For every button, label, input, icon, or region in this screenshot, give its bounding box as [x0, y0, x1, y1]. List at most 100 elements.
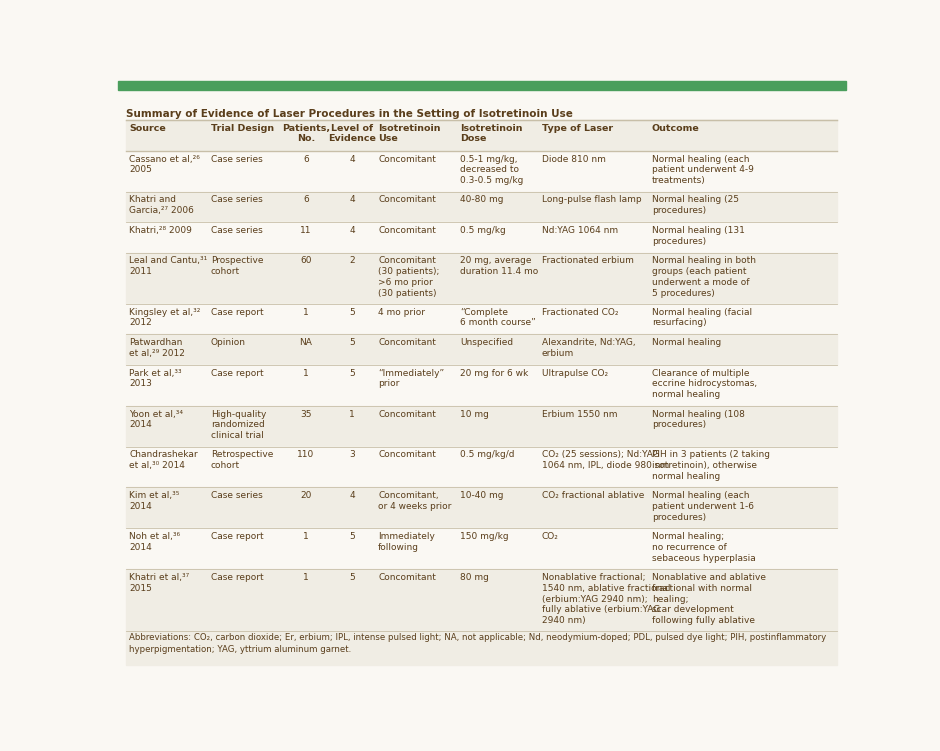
Text: Summary of Evidence of Laser Procedures in the Setting of Isotretinoin Use: Summary of Evidence of Laser Procedures … [126, 109, 573, 119]
Text: Normal healing in both
groups (each patient
underwent a mode of
5 procedures): Normal healing in both groups (each pati… [651, 256, 756, 297]
Text: Diode 810 nm: Diode 810 nm [541, 155, 605, 164]
Text: 1: 1 [303, 532, 308, 541]
Text: 5: 5 [349, 532, 355, 541]
Text: Nonablative and ablative
fractional with normal
healing;
scar development
follow: Nonablative and ablative fractional with… [651, 573, 766, 625]
Text: 40-80 mg: 40-80 mg [460, 195, 503, 204]
Text: Concomitant: Concomitant [378, 155, 436, 164]
Text: Concomitant: Concomitant [378, 195, 436, 204]
Text: Patwardhan
et al,²⁹ 2012: Patwardhan et al,²⁹ 2012 [129, 338, 185, 358]
Text: 20 mg, average
duration 11.4 mo: 20 mg, average duration 11.4 mo [460, 256, 538, 276]
Bar [126, 529, 838, 569]
Text: 80 mg: 80 mg [460, 573, 489, 582]
Bar [126, 487, 838, 529]
Bar [126, 569, 838, 631]
Text: 20: 20 [300, 491, 311, 500]
Text: Case report: Case report [211, 369, 263, 378]
Text: PIH in 3 patients (2 taking
isotretinoin), otherwise
normal healing: PIH in 3 patients (2 taking isotretinoin… [651, 451, 770, 481]
Text: Prospective
cohort: Prospective cohort [211, 256, 263, 276]
Text: 1: 1 [303, 308, 308, 317]
Text: CO₂ fractional ablative: CO₂ fractional ablative [541, 491, 644, 500]
Text: Case report: Case report [211, 573, 263, 582]
Text: 6: 6 [303, 195, 308, 204]
Bar [126, 365, 838, 406]
Text: Opinion: Opinion [211, 338, 246, 347]
Text: Nonablative fractional;
1540 nm, ablative fractional
(erbium:YAG 2940 nm);
fully: Nonablative fractional; 1540 nm, ablativ… [541, 573, 670, 625]
Bar [126, 304, 838, 334]
Text: Long-pulse flash lamp: Long-pulse flash lamp [541, 195, 641, 204]
Text: 1: 1 [349, 409, 355, 418]
Bar [126, 151, 838, 192]
Text: 6: 6 [303, 155, 308, 164]
Text: Normal healing (25
procedures): Normal healing (25 procedures) [651, 195, 739, 215]
Text: Isotretinoin
Use: Isotretinoin Use [378, 124, 441, 143]
Text: 4: 4 [349, 491, 354, 500]
Text: 20 mg for 6 wk: 20 mg for 6 wk [460, 369, 528, 378]
Text: Case series: Case series [211, 195, 262, 204]
Text: Concomitant: Concomitant [378, 226, 436, 235]
Bar [126, 631, 838, 665]
Text: 5: 5 [349, 338, 355, 347]
Bar [118, 81, 846, 90]
Text: Case report: Case report [211, 308, 263, 317]
Text: 3: 3 [349, 451, 355, 460]
Text: CO₂: CO₂ [541, 532, 558, 541]
Text: 4: 4 [349, 195, 354, 204]
Bar [126, 406, 838, 447]
Text: 10-40 mg: 10-40 mg [460, 491, 503, 500]
Text: 0.5 mg/kg/d: 0.5 mg/kg/d [460, 451, 514, 460]
Text: Khatri and
Garcia,²⁷ 2006: Khatri and Garcia,²⁷ 2006 [129, 195, 194, 215]
Text: Clearance of multiple
eccrine hidrocystomas,
normal healing: Clearance of multiple eccrine hidrocysto… [651, 369, 757, 399]
Text: CO₂ (25 sessions); Nd:YAG
1064 nm, IPL, diode 980 nm: CO₂ (25 sessions); Nd:YAG 1064 nm, IPL, … [541, 451, 668, 470]
Text: High-quality
randomized
clinical trial: High-quality randomized clinical trial [211, 409, 266, 440]
Text: Chandrashekar
et al,³⁰ 2014: Chandrashekar et al,³⁰ 2014 [129, 451, 197, 470]
Text: Isotretinoin
Dose: Isotretinoin Dose [460, 124, 523, 143]
Text: Normal healing: Normal healing [651, 338, 721, 347]
Text: 5: 5 [349, 369, 355, 378]
Text: Ultrapulse CO₂: Ultrapulse CO₂ [541, 369, 607, 378]
Text: 1: 1 [303, 369, 308, 378]
Text: Concomitant: Concomitant [378, 573, 436, 582]
Text: Level of
Evidence: Level of Evidence [328, 124, 376, 143]
Text: 1: 1 [303, 573, 308, 582]
Text: 2: 2 [349, 256, 354, 265]
Text: 0.5 mg/kg: 0.5 mg/kg [460, 226, 506, 235]
Text: Retrospective
cohort: Retrospective cohort [211, 451, 274, 470]
Text: Concomitant: Concomitant [378, 409, 436, 418]
Text: Erbium 1550 nm: Erbium 1550 nm [541, 409, 617, 418]
Text: 35: 35 [300, 409, 311, 418]
Text: Concomitant: Concomitant [378, 451, 436, 460]
Text: “Complete
6 month course”: “Complete 6 month course” [460, 308, 536, 327]
Text: Case series: Case series [211, 491, 262, 500]
Text: 0.5-1 mg/kg,
decreased to
0.3-0.5 mg/kg: 0.5-1 mg/kg, decreased to 0.3-0.5 mg/kg [460, 155, 524, 185]
Text: 4 mo prior: 4 mo prior [378, 308, 425, 317]
Text: Park et al,³³
2013: Park et al,³³ 2013 [129, 369, 181, 388]
Text: Nd:YAG 1064 nm: Nd:YAG 1064 nm [541, 226, 618, 235]
Text: Normal healing (facial
resurfacing): Normal healing (facial resurfacing) [651, 308, 752, 327]
Text: Khatri,²⁸ 2009: Khatri,²⁸ 2009 [129, 226, 192, 235]
Text: Fractionated erbium: Fractionated erbium [541, 256, 634, 265]
Bar [126, 447, 838, 487]
Text: Khatri et al,³⁷
2015: Khatri et al,³⁷ 2015 [129, 573, 189, 593]
Text: 10 mg: 10 mg [460, 409, 489, 418]
Text: Yoon et al,³⁴
2014: Yoon et al,³⁴ 2014 [129, 409, 183, 430]
Text: 150 mg/kg: 150 mg/kg [460, 532, 509, 541]
Text: Trial Design: Trial Design [211, 124, 274, 133]
Text: Concomitant: Concomitant [378, 338, 436, 347]
Bar [126, 192, 838, 222]
Text: 5: 5 [349, 573, 355, 582]
Text: Concomitant,
or 4 weeks prior: Concomitant, or 4 weeks prior [378, 491, 451, 511]
Bar [126, 120, 838, 151]
Text: Normal healing (131
procedures): Normal healing (131 procedures) [651, 226, 744, 246]
Text: “Immediately”
prior: “Immediately” prior [378, 369, 444, 388]
Text: Leal and Cantu,³¹
2011: Leal and Cantu,³¹ 2011 [129, 256, 208, 276]
Text: 4: 4 [349, 155, 354, 164]
Text: Kim et al,³⁵
2014: Kim et al,³⁵ 2014 [129, 491, 180, 511]
Text: Normal healing (each
patient underwent 4-9
treatments): Normal healing (each patient underwent 4… [651, 155, 754, 185]
Text: Immediately
following: Immediately following [378, 532, 435, 552]
Bar [126, 222, 838, 252]
Text: Case series: Case series [211, 155, 262, 164]
Text: 60: 60 [300, 256, 311, 265]
Text: 110: 110 [297, 451, 314, 460]
Text: Type of Laser: Type of Laser [541, 124, 613, 133]
Text: 5: 5 [349, 308, 355, 317]
